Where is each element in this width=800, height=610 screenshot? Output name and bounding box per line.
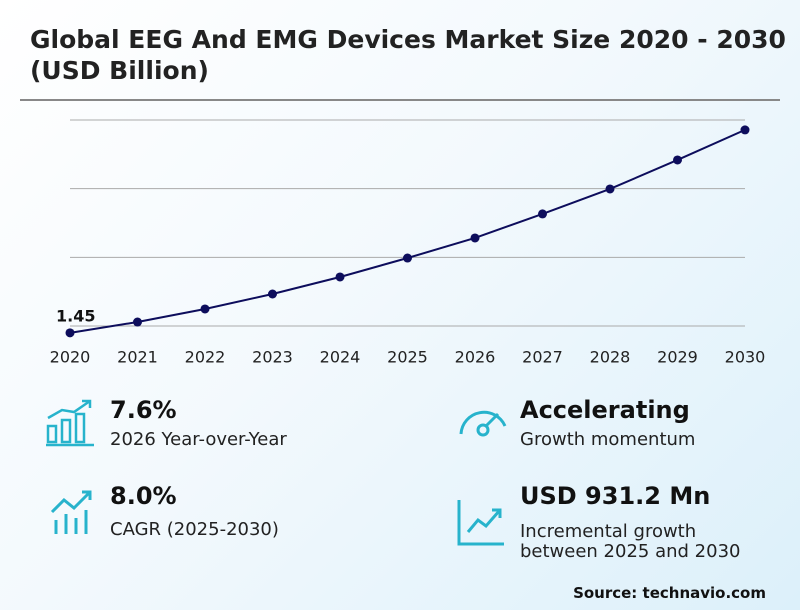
x-tick-label: 2025 [387,348,428,367]
chart: 2020 2021 2022 2023 2024 2025 2026 2027 2028 2029… [50,119,766,367]
stat-value: 7.6% [110,396,177,424]
stat-label: between 2025 and 2030 [520,541,741,562]
x-tick-label: 2023 [252,348,293,367]
point [470,233,480,243]
point [65,328,75,338]
source: Source: technavio.com [573,584,766,602]
icon-chart [457,500,504,546]
point [133,317,142,327]
point [673,155,682,165]
icon-growth [50,490,92,534]
stat: 8.0% CAGR (2025-2030) [110,482,279,540]
icon-bars [46,399,94,447]
point [268,289,277,299]
point [200,304,210,314]
x-tick-label: 2030 [725,348,766,367]
x-tick-label: 2028 [590,348,631,367]
point [335,272,345,282]
series-line [69,128,746,334]
stat-label: Incremental growth [520,521,697,542]
x-tick-label: 2020 [50,348,91,367]
point [740,125,750,135]
divider [20,99,780,101]
point [538,209,547,219]
x-tick-label: 2027 [522,348,563,367]
point [403,253,412,263]
stat-label: Growth momentum [520,429,696,450]
stat-value: USD 931.2 Mn [520,482,711,510]
chart-title: Global EEG And EMG Devices Market Size 2… [30,25,786,85]
x-tick-label: 2022 [185,348,226,367]
stat-label: CAGR (2025-2030) [110,519,279,540]
stat: USD 931.2 Mn Incremental growth between … [520,482,740,562]
data-label: 1.45 [56,306,95,325]
stat: 7.6% 2026 Year-over-Year [110,396,287,450]
icon-gauge [459,410,507,437]
point [605,184,615,194]
x-tick-label: 2029 [657,348,698,367]
stat-value: 8.0% [110,482,177,510]
stat: Accelerating Growth momentum [520,396,695,450]
stat-value: Accelerating [520,396,690,424]
x-tick-label: 2021 [117,348,158,367]
x-tick-label: 2024 [320,348,361,367]
stat-label: 2026 Year-over-Year [110,429,287,450]
x-tick-label: 2026 [455,348,496,367]
